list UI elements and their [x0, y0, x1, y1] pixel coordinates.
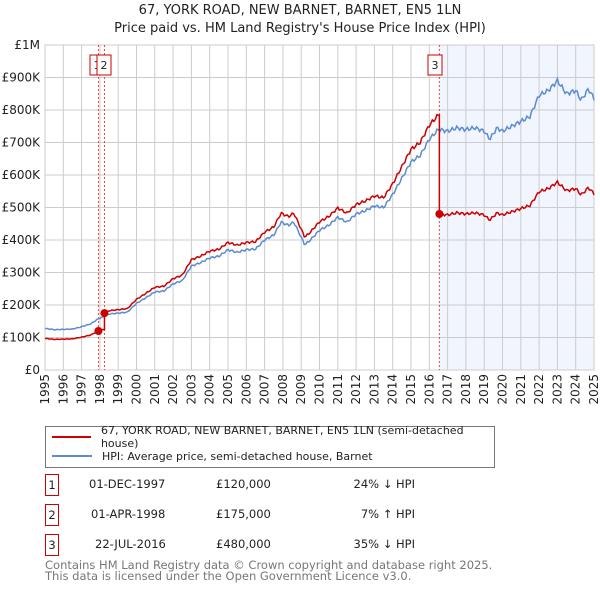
sale-price: £480,000 [216, 537, 271, 551]
y-tick-label: £800K [2, 103, 42, 117]
x-tick-label: 2006 [239, 374, 253, 405]
y-tick-label: £300K [2, 266, 42, 280]
x-tick-label: 2002 [166, 374, 180, 405]
x-tick-label: 2005 [221, 374, 235, 405]
footer-copyright: Contains HM Land Registry data © Crown c… [45, 558, 493, 572]
x-tick-label: 1998 [93, 374, 107, 405]
y-tick-label: £500K [2, 201, 42, 215]
sale-row: 2 01-APR-1998 £175,000 7% ↑ HPI [45, 504, 445, 526]
sale-row: 1 01-DEC-1997 £120,000 24% ↓ HPI [45, 474, 445, 496]
y-tick-label: £900K [2, 71, 42, 85]
x-tick-label: 2016 [422, 374, 436, 405]
price-chart: £0 £100K £200K £300K £400K £500K £600K £700K £80… [2, 38, 600, 405]
x-tick-label: 2015 [404, 374, 418, 405]
chart-subtitle: Price paid vs. HM Land Registry's House … [114, 21, 486, 36]
sale-date: 01-APR-1998 [91, 507, 166, 521]
x-tick-label: 1997 [75, 374, 89, 405]
sale-price: £120,000 [216, 477, 271, 491]
sale-point [100, 309, 109, 318]
y-tick-label: £700K [2, 136, 42, 150]
y-tick-label: £100K [2, 331, 42, 345]
sale-date: 22-JUL-2016 [95, 537, 166, 551]
x-tick-label: 2001 [148, 374, 162, 405]
x-tick-label: 2008 [276, 374, 290, 405]
x-tick-label: 2021 [514, 374, 528, 405]
x-tick-label: 2020 [496, 374, 510, 405]
x-tick-label: 2025 [587, 374, 600, 405]
legend-property: 67, YORK ROAD, NEW BARNET, BARNET, EN5 1… [100, 424, 464, 450]
x-tick-label: 1995 [38, 374, 52, 405]
sale-hpi-diff: 24% ↓ HPI [353, 477, 415, 491]
sale-hpi-diff: 7% ↑ HPI [360, 507, 415, 521]
hpi-line [44, 76, 595, 331]
sale-label: 2 [101, 59, 108, 72]
sale-marker-box: 2 [45, 504, 59, 526]
y-tick-label: £600K [2, 168, 42, 182]
x-tick-label: 2012 [349, 374, 363, 405]
property-line [44, 113, 595, 341]
x-tick-label: 2023 [550, 374, 564, 405]
x-tick-label: 2024 [569, 374, 583, 405]
x-tick-label: 2022 [532, 374, 546, 405]
x-tick-label: 2013 [367, 374, 381, 405]
legend-swatch-property [52, 436, 91, 438]
sale-row: 3 22-JUL-2016 £480,000 35% ↓ HPI [45, 534, 445, 556]
legend-swatch-hpi [52, 455, 92, 457]
plot-frame [44, 44, 595, 371]
sale-price: £175,000 [216, 507, 271, 521]
x-tick-label: 2010 [313, 374, 327, 405]
x-tick-label: 2018 [459, 374, 473, 405]
sale-point [435, 210, 444, 218]
chart-title: 67, YORK ROAD, NEW BARNET, BARNET, EN5 1… [138, 3, 462, 18]
sale-label: 3 [432, 59, 439, 72]
sale-point [94, 327, 103, 335]
x-tick-label: 2003 [184, 374, 198, 405]
sale-date: 01-DEC-1997 [89, 477, 166, 491]
x-tick-label: 2011 [331, 374, 345, 405]
x-tick-label: 2000 [130, 374, 144, 405]
x-tick-label: 2009 [294, 374, 308, 405]
legend: 67, YORK ROAD, NEW BARNET, BARNET, EN5 1… [45, 424, 495, 468]
x-tick-label: 2019 [477, 374, 491, 405]
x-tick-label: 2007 [258, 374, 272, 405]
x-tick-label: 1999 [111, 374, 125, 405]
footer: Contains HM Land Registry data © Crown c… [45, 558, 493, 583]
y-tick-label: £200K [2, 298, 42, 312]
x-tick-label: 2017 [441, 374, 455, 405]
x-tick-label: 2014 [386, 374, 400, 405]
footer-licence: This data is licensed under the Open Gov… [45, 569, 412, 583]
sale-marker-box: 3 [45, 534, 59, 556]
y-tick-label: £0 [25, 363, 40, 377]
sale-label-box [427, 54, 443, 76]
sale-label-box [96, 54, 112, 76]
y-tick-label: £1M [14, 38, 40, 52]
legend-hpi: HPI: Average price, semi-detached house,… [102, 449, 373, 463]
x-tick-label: 2004 [203, 374, 217, 405]
sale-hpi-diff: 35% ↓ HPI [353, 537, 415, 551]
y-tick-label: £400K [2, 233, 42, 247]
sale-marker-box: 1 [45, 474, 59, 496]
x-tick-label: 1996 [56, 374, 70, 405]
